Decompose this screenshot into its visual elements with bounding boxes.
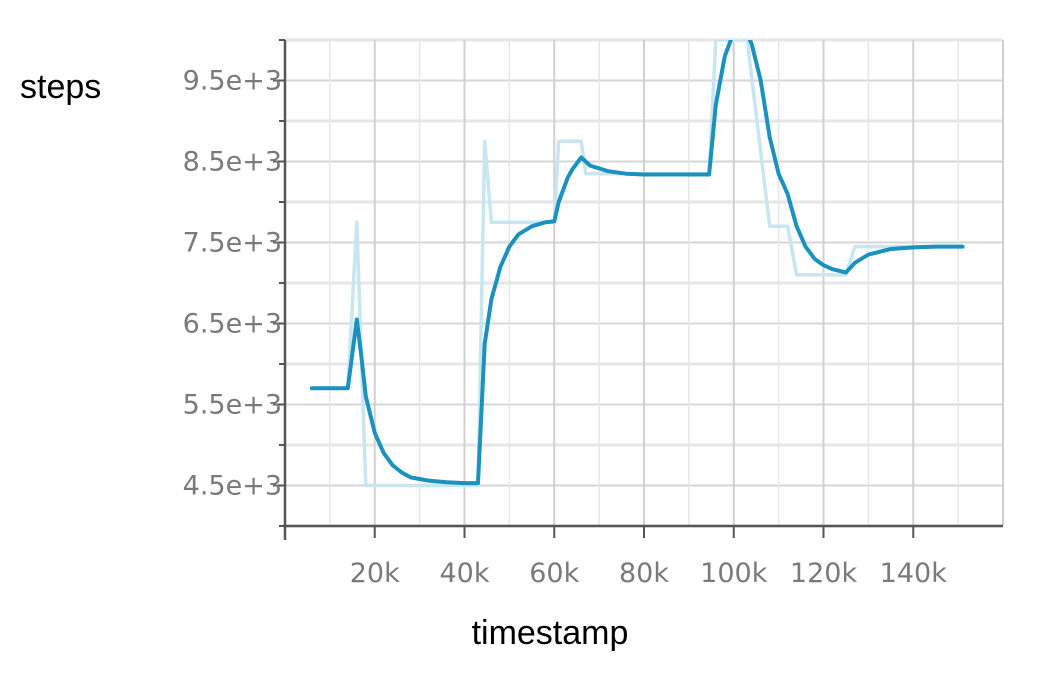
series	[309, 40, 965, 488]
x-axis-title: timestamp	[471, 614, 629, 652]
y-tick-label: 8.5e+3	[183, 147, 282, 178]
x-tick-label: 100k	[700, 558, 768, 589]
x-tick-label: 40k	[440, 558, 490, 589]
y-tick-label: 5.5e+3	[183, 390, 282, 421]
smoothed-series-line	[309, 40, 965, 486]
y-tick-label: 7.5e+3	[183, 228, 282, 259]
x-tick-label: 20k	[350, 558, 400, 589]
y-tick-label: 4.5e+3	[183, 471, 282, 502]
x-tick-label: 120k	[790, 558, 858, 589]
grid	[285, 38, 1004, 528]
y-tick-label: 9.5e+3	[183, 66, 282, 97]
y-axis-title: steps	[20, 68, 102, 106]
x-tick-label: 80k	[619, 558, 669, 589]
y-tick-label: 6.5e+3	[183, 309, 282, 340]
raw-series-line	[310, 40, 960, 488]
tick-labels: 4.5e+3 5.5e+3 6.5e+3 7.5e+3 8.5e+3 9.5e+3 20k 4…	[183, 66, 948, 590]
x-tick-label: 60k	[529, 558, 579, 589]
x-tick-label: 140k	[880, 558, 948, 589]
axes	[273, 39, 1003, 540]
